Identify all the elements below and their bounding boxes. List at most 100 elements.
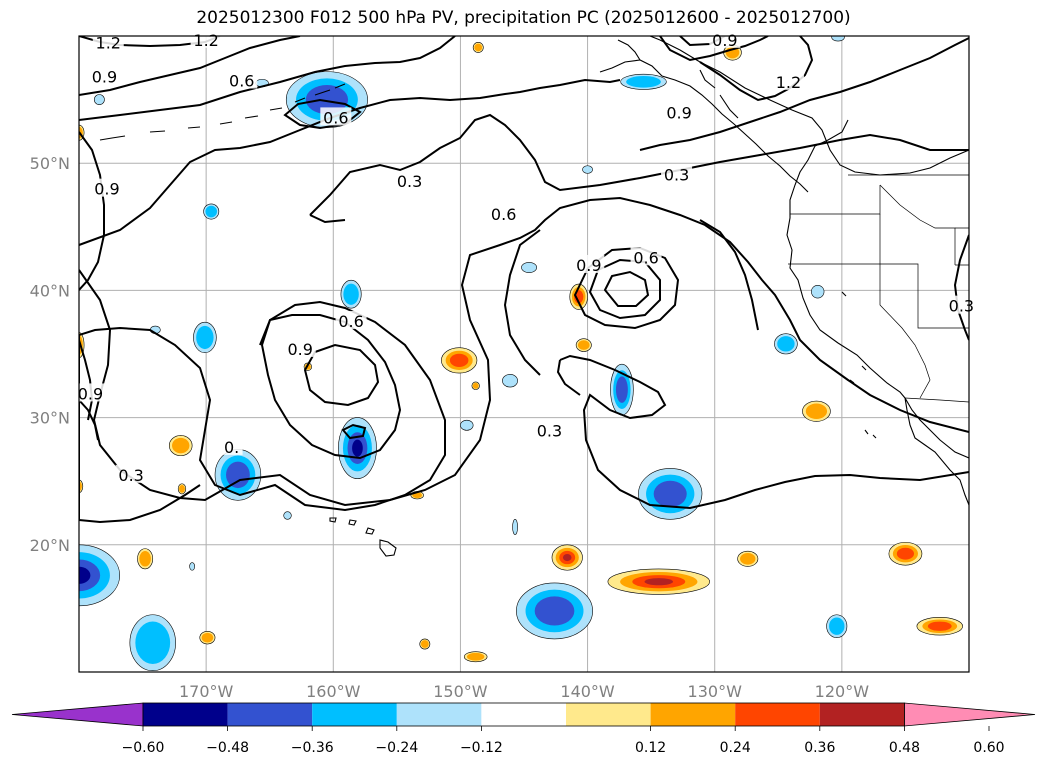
pv-contour-0-6-north bbox=[79, 36, 456, 121]
lat-tick-label: 20°N bbox=[30, 536, 70, 555]
north-america-coastline bbox=[649, 36, 969, 506]
idaho-border bbox=[879, 184, 956, 265]
aleutian-islands bbox=[99, 83, 346, 141]
colorbar-bin bbox=[312, 703, 397, 726]
pv-contour-label: 0.6 bbox=[338, 312, 363, 331]
positive-precip-anomaly bbox=[168, 435, 193, 457]
lon-tick-label: 160°W bbox=[306, 682, 361, 701]
positive-precip-anomaly bbox=[472, 42, 484, 53]
lat-tick-label: 50°N bbox=[30, 154, 70, 173]
negative-precip-anomaly bbox=[582, 165, 593, 174]
pv-contour-label: 1.2 bbox=[776, 73, 801, 92]
pv-contour-0-6-aleutian-loop bbox=[283, 98, 362, 130]
negative-precip-anomaly bbox=[512, 519, 518, 535]
map-background bbox=[79, 36, 969, 672]
pv-contour-label: 0.9 bbox=[288, 340, 313, 359]
colorbar-extend-high bbox=[904, 702, 1036, 727]
map-title: 2025012300 F012 500 hPa PV, precipitatio… bbox=[196, 8, 851, 28]
lon-tick-label: 140°W bbox=[560, 682, 615, 701]
gridlines bbox=[79, 36, 969, 672]
positive-precip-anomaly bbox=[471, 381, 480, 390]
positive-precip-anomaly bbox=[441, 347, 478, 374]
negative-precip-anomaly bbox=[811, 285, 825, 299]
positive-precip-anomaly bbox=[569, 283, 588, 310]
pv-contour-label: 0.3 bbox=[118, 466, 143, 485]
colorbar-tick-label: −0.24 bbox=[375, 740, 418, 756]
hawaii-island-big bbox=[379, 539, 397, 557]
colorbar-frame bbox=[142, 702, 905, 727]
pv-contour-label: 0.3 bbox=[537, 421, 562, 440]
colorbar-bin bbox=[227, 703, 313, 726]
colorbar-bin bbox=[819, 703, 905, 726]
negative-precip-anomaly bbox=[203, 203, 220, 220]
pv-contour-labels: 1.2 1.2 0.9 0.6 0.6 0.9 0.3 0.6 0.3 0.9 1.2 0.9 0.6 0… bbox=[74, 29, 977, 485]
pv-contour-label: 0.6 bbox=[491, 205, 516, 224]
negative-precip-anomaly bbox=[93, 94, 105, 105]
positive-precip-anomaly bbox=[737, 550, 759, 567]
pv-contour-0-3-east-inner bbox=[556, 354, 969, 510]
pv-contour-label: 0. bbox=[224, 438, 239, 457]
pv-contour-label: 0.6 bbox=[229, 72, 254, 91]
positive-precip-anomaly bbox=[802, 400, 831, 422]
interior-border bbox=[955, 227, 969, 266]
positive-precip-anomaly bbox=[137, 548, 154, 570]
pv-contour-0-9-w-edge bbox=[79, 339, 94, 421]
colorbar-tick-label: 0.60 bbox=[973, 740, 1004, 756]
pv-contour-label: 1.2 bbox=[96, 33, 121, 52]
negative-precip-anomaly bbox=[460, 419, 474, 431]
colorbar-tick-label: −0.12 bbox=[460, 740, 503, 756]
pv-contour-0-6-east-loop bbox=[573, 246, 680, 330]
pv-contour-0-9-inner bbox=[303, 343, 380, 407]
negative-precip-anomaly bbox=[340, 279, 362, 309]
negative-precip-anomaly bbox=[193, 321, 217, 354]
negative-precip-anomaly bbox=[620, 73, 667, 90]
negative-precip-anomaly bbox=[831, 36, 845, 42]
pv-contour-0-3-large-east bbox=[503, 219, 759, 376]
lon-tick-label: 150°W bbox=[433, 682, 488, 701]
pv-contour-0-9-east-loop bbox=[588, 258, 661, 320]
colorbar-bin bbox=[143, 703, 228, 726]
pv-contour-label: 0.9 bbox=[92, 68, 117, 87]
pv-contour-label: 0.6 bbox=[323, 108, 348, 127]
pv-contour-label: 0.9 bbox=[94, 180, 119, 199]
negative-precip-anomaly bbox=[214, 449, 262, 501]
mexico-border bbox=[904, 397, 969, 403]
lon-tick-label: 170°W bbox=[179, 682, 234, 701]
pv-contour-0-9-northeast bbox=[639, 37, 969, 151]
california-nevada-border bbox=[879, 264, 931, 399]
positive-precip-anomaly bbox=[199, 630, 216, 645]
lon-tick-label: 130°W bbox=[688, 682, 743, 701]
negative-precip-anomaly bbox=[774, 333, 798, 355]
alaska-coastline bbox=[599, 39, 809, 193]
colorbar-tick-label: −0.60 bbox=[122, 740, 165, 756]
positive-precip-anomaly bbox=[575, 338, 592, 352]
lat-tick-label: 40°N bbox=[30, 281, 70, 300]
pv-contour-0-9-cutoff-west bbox=[260, 314, 402, 460]
pv-contour-label: 0.3 bbox=[397, 172, 422, 191]
colorbar-bin bbox=[566, 703, 651, 726]
negative-precip-anomaly bbox=[610, 363, 634, 416]
pv-contour-label: 0.3 bbox=[664, 166, 689, 185]
positive-precip-anomaly bbox=[463, 651, 488, 663]
pv-contour-0-6-southwest-loop bbox=[79, 335, 201, 524]
negative-precip-anomaly bbox=[638, 468, 703, 520]
positive-precip-anomaly bbox=[916, 617, 963, 636]
map-frame bbox=[78, 35, 970, 673]
positive-precip-anomaly bbox=[888, 541, 923, 566]
negative-precip-anomaly bbox=[129, 614, 176, 672]
california-islands bbox=[841, 291, 877, 439]
negative-precip-anomaly bbox=[283, 511, 292, 520]
colorbar-tick-label: −0.36 bbox=[291, 740, 334, 756]
negative-precip-anomaly bbox=[189, 562, 196, 571]
pv-contour-label: 0.6 bbox=[633, 248, 658, 267]
colorbar-extend-low bbox=[11, 702, 144, 727]
pv-contour-label: 0.3 bbox=[949, 297, 974, 316]
coastlines bbox=[99, 36, 969, 557]
colorbar-tick-label: 0.36 bbox=[804, 740, 835, 756]
negative-precip-anomaly bbox=[338, 417, 377, 479]
colorbar-bin bbox=[481, 703, 566, 726]
pv-contour-0-6-sw-edge bbox=[79, 399, 99, 441]
positive-precip-anomaly bbox=[177, 483, 187, 495]
pv-contour-label: 0.9 bbox=[666, 103, 691, 122]
